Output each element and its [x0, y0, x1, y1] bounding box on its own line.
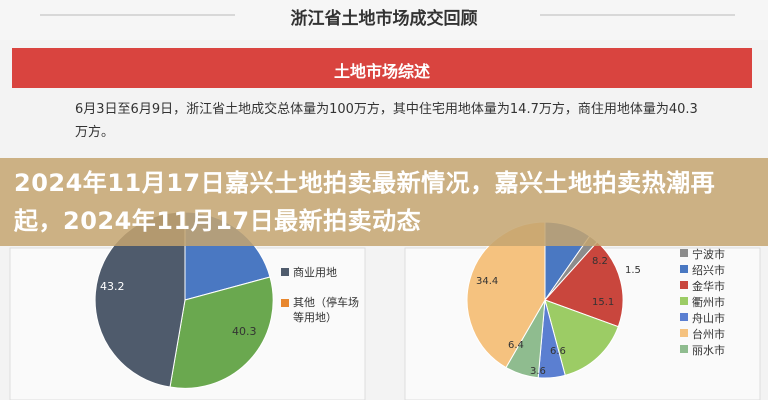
legend-label: 其他（停车场等用地）	[293, 296, 359, 324]
pie-slice	[544, 299, 619, 376]
overlay-band	[0, 158, 768, 246]
pie-slice	[169, 276, 274, 389]
header-title: 浙江省土地市场成交回顾	[290, 9, 478, 29]
pie-label: 34.4	[476, 276, 499, 287]
legend-swatch	[680, 281, 688, 289]
legend-label: 舟山市	[692, 312, 725, 325]
legend-swatch	[281, 268, 289, 276]
pie-label: 6.6	[550, 346, 566, 357]
legend-label: 衢州市	[692, 296, 725, 309]
legend-swatch	[680, 313, 688, 321]
pie-label: 15.1	[592, 297, 615, 308]
pie-label: 8.2	[592, 256, 608, 267]
legend-label: 丽水市	[692, 344, 725, 357]
legend-label: 宁波市	[692, 248, 725, 261]
legend-label: 台州市	[692, 328, 725, 341]
pie-label: 3.6	[530, 366, 546, 377]
pie-slice	[544, 241, 624, 328]
legend-swatch	[680, 297, 688, 305]
legend-swatch	[680, 329, 688, 337]
legend-swatch	[680, 249, 688, 257]
pie-label: 1.5	[625, 265, 641, 276]
legend-label: 商业用地	[293, 266, 337, 279]
pie-label: 40.3	[232, 325, 257, 338]
pie-label: 6.4	[508, 340, 524, 351]
paragraph: 6月3日至6月9日，浙江省土地成交总体量为100万方，其中住宅用地体量为14.7…	[75, 102, 698, 140]
legend-swatch	[680, 265, 688, 273]
pie-label: 43.2	[100, 280, 125, 293]
legend-label: 绍兴市	[692, 264, 725, 277]
header-bg	[0, 0, 768, 40]
banner-bg	[12, 48, 752, 88]
legend-label: 金华市	[692, 280, 725, 293]
legend-swatch	[680, 345, 688, 353]
overlay-title: 2024年11月17日嘉兴土地拍卖最新情况，嘉兴土地拍卖热潮再起，2024年11…	[14, 169, 716, 235]
banner-title: 土地市场综述	[333, 62, 430, 81]
legend-swatch	[281, 299, 289, 307]
